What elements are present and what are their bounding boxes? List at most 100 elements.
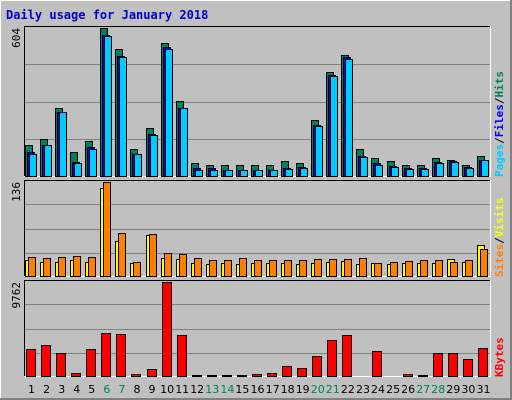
panel-kbytes: 9762 KBytes — [10, 280, 506, 377]
bar-pages-day-23 — [360, 157, 368, 177]
bar-kbytes-day-30 — [463, 359, 473, 377]
bar-pages-day-29 — [451, 162, 459, 177]
bar-sites-day-22 — [344, 259, 352, 277]
bar-sites-day-1 — [28, 257, 36, 277]
x-tick-label-day-18: 18 — [281, 383, 295, 396]
x-tick-label-day-13: 13 — [205, 383, 219, 396]
bar-sites-day-25 — [390, 262, 398, 277]
bar-kbytes-day-22 — [342, 335, 352, 377]
bar-kbytes-day-16 — [252, 374, 262, 377]
bar-pages-day-4 — [74, 163, 82, 177]
x-tick-label-day-9: 9 — [149, 383, 156, 396]
bar-sites-day-28 — [435, 260, 443, 277]
x-tick-label-day-2: 2 — [43, 383, 50, 396]
bar-kbytes-day-8 — [131, 374, 141, 377]
bar-pages-day-21 — [330, 76, 338, 177]
bar-kbytes-day-20 — [312, 356, 322, 377]
x-tick-label-day-16: 16 — [251, 383, 265, 396]
legend-entry: Sites — [493, 244, 506, 277]
bar-sites-day-4 — [73, 256, 81, 277]
bar-pages-day-27 — [421, 169, 429, 177]
x-tick-label-day-3: 3 — [58, 383, 65, 396]
x-tick-label-day-17: 17 — [266, 383, 280, 396]
bar-kbytes-day-3 — [56, 353, 66, 377]
bar-kbytes-day-2 — [41, 345, 51, 377]
bar-pages-day-8 — [134, 154, 142, 177]
bar-sites-day-9 — [149, 234, 157, 277]
panel-hits-files-pages: 604 Pages/Files/Hits — [10, 26, 506, 177]
x-tick-label-day-22: 22 — [341, 383, 355, 396]
bar-sites-day-19 — [299, 260, 307, 277]
bar-kbytes-day-29 — [448, 353, 458, 377]
bar-kbytes-day-18 — [282, 366, 292, 377]
bar-pages-day-6 — [104, 36, 112, 177]
x-tick-label-day-29: 29 — [446, 383, 460, 396]
y-max-label: 9762 — [10, 282, 23, 309]
bar-pages-day-3 — [59, 112, 67, 177]
legend-entry: Files — [493, 104, 506, 137]
x-tick-label-day-20: 20 — [311, 383, 325, 396]
bar-sites-day-6 — [103, 182, 111, 277]
bar-sites-day-29 — [450, 262, 458, 277]
x-tick-label-day-14: 14 — [220, 383, 234, 396]
bar-kbytes-day-7 — [116, 334, 126, 377]
bar-pages-day-26 — [406, 169, 414, 177]
bar-kbytes-day-9 — [147, 369, 157, 377]
bar-pages-day-22 — [345, 59, 353, 177]
panel-legend: Pages/Files/Hits — [493, 71, 506, 177]
x-tick-label-day-26: 26 — [401, 383, 415, 396]
panel-legend: Sites/Visits — [493, 198, 506, 278]
bar-pages-day-13 — [210, 170, 218, 177]
bar-kbytes-day-6 — [101, 333, 111, 377]
bar-pages-day-17 — [270, 170, 278, 177]
bar-kbytes-day-11 — [177, 335, 187, 377]
bar-sites-day-15 — [239, 258, 247, 277]
x-tick-label-day-19: 19 — [296, 383, 310, 396]
bar-sites-day-24 — [374, 263, 382, 277]
bar-pages-day-9 — [150, 135, 158, 177]
legend-entry: / — [493, 137, 506, 144]
bar-sites-day-31 — [480, 249, 488, 277]
bar-sites-day-23 — [359, 258, 367, 277]
bar-pages-day-18 — [285, 169, 293, 177]
x-tick-label-day-21: 21 — [326, 383, 340, 396]
bar-sites-day-20 — [314, 259, 322, 277]
bar-pages-day-25 — [391, 167, 399, 177]
x-tick-label-day-15: 15 — [235, 383, 249, 396]
bar-sites-day-5 — [88, 257, 96, 277]
bar-kbytes-day-24 — [372, 351, 382, 377]
bar-pages-day-7 — [119, 57, 127, 177]
x-tick-label-day-31: 31 — [477, 383, 491, 396]
bar-kbytes-day-17 — [267, 373, 277, 377]
bar-pages-day-2 — [44, 145, 52, 177]
bar-pages-day-5 — [89, 149, 97, 177]
x-tick-label-day-11: 11 — [175, 383, 189, 396]
legend-entry: KBytes — [493, 337, 506, 377]
bar-sites-day-14 — [224, 260, 232, 277]
x-tick-label-day-12: 12 — [190, 383, 204, 396]
bar-kbytes-day-31 — [478, 348, 488, 377]
bar-kbytes-day-4 — [71, 373, 81, 377]
y-max-label: 604 — [10, 28, 23, 48]
bar-pages-day-19 — [300, 168, 308, 177]
bar-pages-day-1 — [29, 154, 37, 177]
chart-panels: 604 Pages/Files/Hits 13 6 Sites/Visits 9762 KB… — [10, 26, 506, 396]
bar-pages-day-31 — [481, 160, 489, 177]
x-tick-label-day-6: 6 — [103, 383, 110, 396]
x-tick-label-day-23: 23 — [356, 383, 370, 396]
legend-entry: / — [493, 97, 506, 104]
bar-kbytes-day-21 — [327, 340, 337, 377]
legend-entry: Hits — [493, 71, 506, 98]
bar-kbytes-day-1 — [26, 349, 36, 377]
bar-sites-day-3 — [58, 257, 66, 277]
bar-kbytes-day-13 — [207, 375, 217, 377]
bar-kbytes-day-19 — [297, 368, 307, 377]
x-tick-label-day-7: 7 — [118, 383, 125, 396]
bar-kbytes-day-28 — [433, 353, 443, 377]
bar-kbytes-day-26 — [403, 374, 413, 377]
bar-sites-day-26 — [405, 261, 413, 277]
bar-sites-day-8 — [133, 262, 141, 277]
bar-kbytes-day-15 — [237, 375, 247, 377]
